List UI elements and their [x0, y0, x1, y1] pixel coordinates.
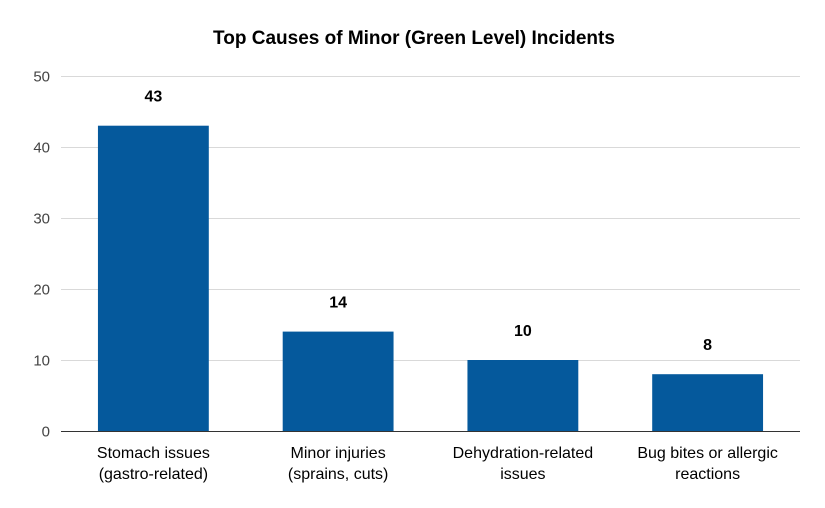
y-tick-label: 10 — [33, 353, 50, 370]
y-tick-label: 40 — [33, 140, 50, 157]
category-label-line: Bug bites or allergic — [637, 445, 778, 462]
x-axis-categories: Stomach issues (gastro-related) Minor inju… — [97, 445, 778, 483]
y-tick-label: 20 — [33, 282, 50, 299]
bar — [97, 125, 209, 431]
bar — [652, 374, 764, 431]
category-label: Minor injuries (sprains, cuts) — [288, 445, 388, 483]
y-tick-label: 0 — [42, 424, 50, 441]
category-label-line: reactions — [675, 466, 740, 483]
y-tick-label: 50 — [33, 69, 50, 86]
category-label: Dehydration-related issues — [453, 445, 594, 483]
category-label: Stomach issues (gastro-related) — [97, 445, 210, 483]
data-label: 8 — [703, 337, 712, 354]
category-label-line: (sprains, cuts) — [288, 466, 388, 483]
data-label: 10 — [514, 323, 532, 340]
category-label-line: Dehydration-related — [453, 445, 594, 462]
data-labels: 43 14 10 8 — [144, 89, 712, 355]
y-tick-label: 30 — [33, 211, 50, 228]
category-label-line: Minor injuries — [291, 445, 386, 462]
data-label: 14 — [329, 295, 347, 312]
category-label-line: (gastro-related) — [99, 466, 208, 483]
data-label: 43 — [144, 89, 162, 106]
bar — [282, 331, 394, 431]
chart-title: Top Causes of Minor (Green Level) Incide… — [213, 28, 615, 49]
bars — [97, 125, 764, 431]
category-label-line: Stomach issues — [97, 445, 210, 462]
y-axis-ticks: 0 10 20 30 40 50 — [33, 69, 50, 441]
category-label: Bug bites or allergic reactions — [637, 445, 778, 483]
category-label-line: issues — [500, 466, 545, 483]
bar — [467, 360, 579, 431]
